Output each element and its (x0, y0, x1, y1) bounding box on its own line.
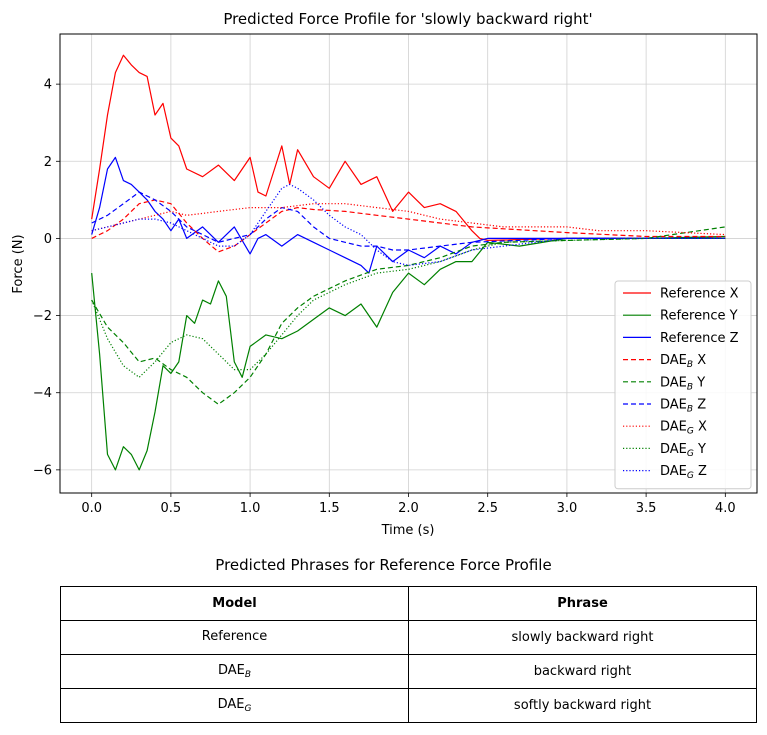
x-tick-label: 2.0 (398, 501, 419, 516)
x-tick-label: 1.0 (240, 501, 261, 516)
x-tick-label: 3.0 (557, 501, 578, 516)
x-tick-label: 1.5 (319, 501, 340, 516)
phrase-cell: backward right (408, 654, 757, 689)
legend-label: Reference Z (660, 331, 739, 346)
model-cell: DAEB (60, 654, 409, 689)
force-profile-chart: Predicted Force Profile for 'slowly back… (11, 10, 758, 538)
legend-label: Reference X (660, 287, 739, 302)
legend-label: DAEG Z (660, 464, 707, 481)
x-tick-label: 2.5 (477, 501, 498, 516)
table-row: Reference slowly backward right (60, 620, 757, 655)
x-tick-label: 0.0 (81, 501, 102, 516)
series-line-dae-b-z (91, 191, 726, 251)
series-line-dae-b-x (91, 199, 726, 253)
phrase-table: Model Phrase Reference slowly backward r… (60, 586, 757, 723)
table-row: DAEG softly backward right (60, 688, 757, 723)
header-phrase: Phrase (408, 586, 757, 621)
legend-label: DAEB X (660, 353, 706, 370)
phrase-cell: softly backward right (408, 688, 757, 723)
y-tick-label: 0 (44, 232, 52, 247)
table-title: Predicted Phrases for Reference Force Pr… (215, 556, 552, 574)
model-cell: Reference (60, 620, 409, 655)
table-row: DAEB backward right (60, 654, 757, 689)
y-tick-label: −2 (33, 309, 52, 324)
legend-frame (614, 280, 752, 490)
chart-title: Predicted Force Profile for 'slowly back… (223, 10, 592, 28)
y-tick-label: 2 (44, 155, 52, 170)
x-tick-label: 4.0 (715, 501, 736, 516)
phrase-cell: slowly backward right (408, 620, 757, 655)
header-model: Model (60, 586, 409, 621)
x-tick-label: 3.5 (636, 501, 657, 516)
y-tick-label: 4 (44, 78, 52, 93)
legend-label: DAEB Z (660, 398, 706, 415)
y-tick-label: −6 (33, 463, 52, 478)
series-lines (91, 54, 726, 471)
x-tick-label: 0.5 (161, 501, 182, 516)
series-line-dae-g-z (91, 183, 726, 266)
y-tick-label: −4 (33, 386, 52, 401)
table-header-row: Model Phrase (60, 586, 757, 621)
y-axis-label: Force (N) (11, 234, 26, 293)
legend-label: DAEG X (660, 420, 707, 437)
legend: Reference X Reference Y Reference Z DAEB X D… (614, 280, 752, 490)
legend-label: Reference Y (660, 309, 738, 324)
axis-ticks: 0.0 0.5 1.0 1.5 2.0 2.5 3.0 3.5 4.0 −6 −4 −2 0 2 4 (33, 78, 736, 516)
series-line-reference-x (91, 54, 726, 241)
model-cell: DAEG (60, 688, 409, 723)
x-axis-label: Time (s) (381, 523, 435, 538)
legend-label: DAEG Y (660, 442, 706, 459)
legend-label: DAEB Y (660, 375, 705, 392)
series-line-reference-y (91, 235, 726, 471)
